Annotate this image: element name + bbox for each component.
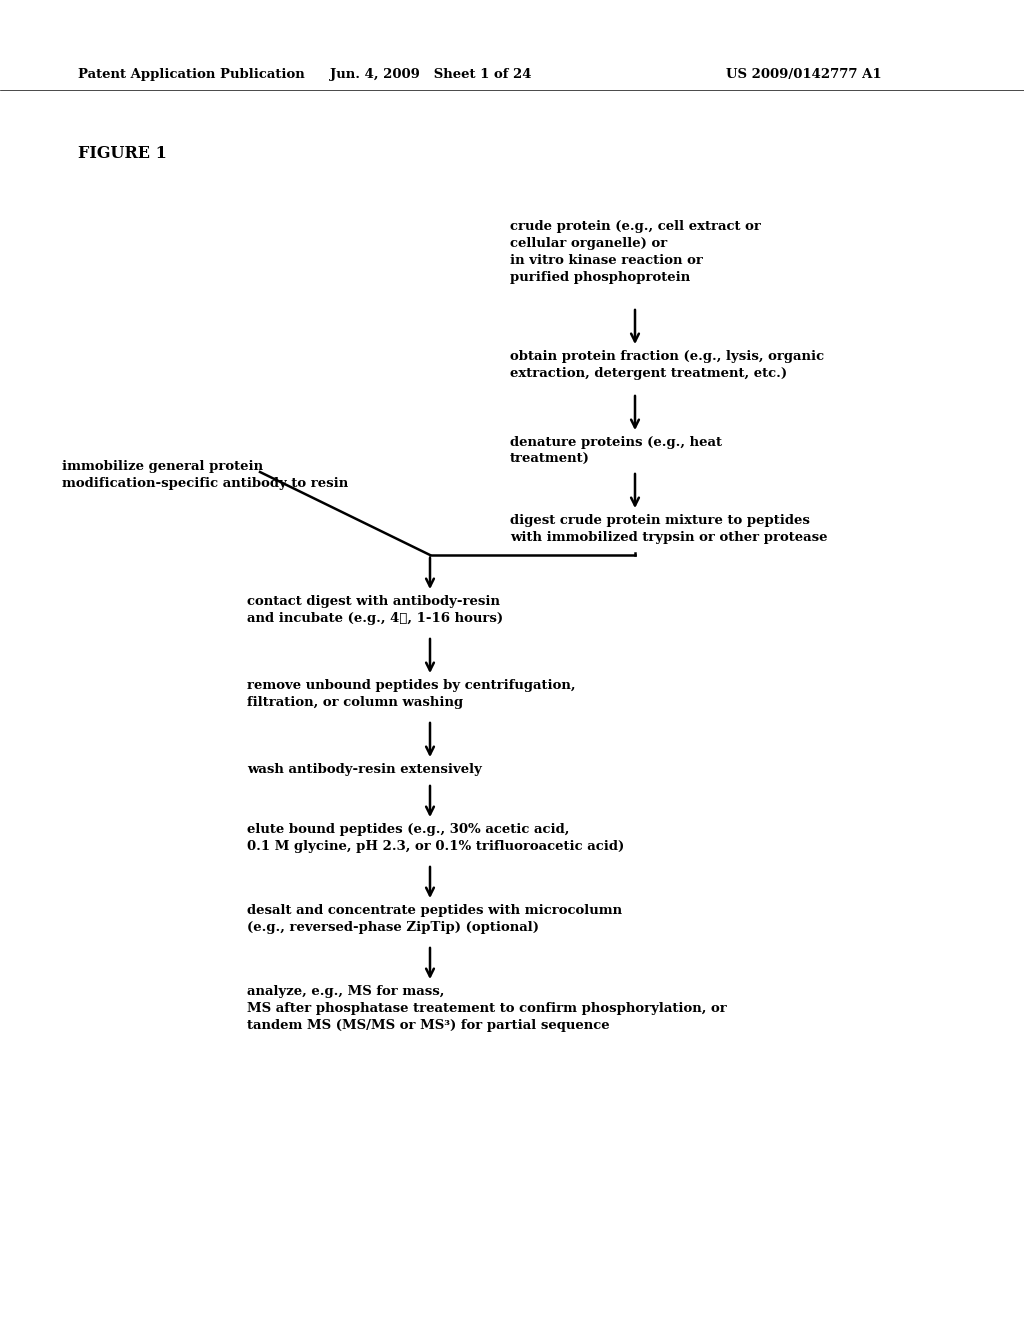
Text: filtration, or column washing: filtration, or column washing (247, 696, 463, 709)
Text: (e.g., reversed-phase ZipTip) (optional): (e.g., reversed-phase ZipTip) (optional) (247, 921, 539, 935)
Text: tandem MS (MS/MS or MS³) for partial sequence: tandem MS (MS/MS or MS³) for partial seq… (247, 1019, 609, 1032)
Text: contact digest with antibody-resin: contact digest with antibody-resin (247, 595, 500, 609)
Text: Patent Application Publication: Patent Application Publication (78, 69, 305, 81)
Text: remove unbound peptides by centrifugation,: remove unbound peptides by centrifugatio… (247, 678, 575, 692)
Text: obtain protein fraction (e.g., lysis, organic: obtain protein fraction (e.g., lysis, or… (510, 350, 824, 363)
Text: cellular organelle) or: cellular organelle) or (510, 238, 668, 249)
Text: digest crude protein mixture to peptides: digest crude protein mixture to peptides (510, 513, 810, 527)
Text: immobilize general protein: immobilize general protein (62, 459, 263, 473)
Text: FIGURE 1: FIGURE 1 (78, 145, 167, 162)
Text: crude protein (e.g., cell extract or: crude protein (e.g., cell extract or (510, 220, 761, 234)
Text: analyze, e.g., MS for mass,: analyze, e.g., MS for mass, (247, 985, 444, 998)
Text: extraction, detergent treatment, etc.): extraction, detergent treatment, etc.) (510, 367, 787, 380)
Text: Jun. 4, 2009   Sheet 1 of 24: Jun. 4, 2009 Sheet 1 of 24 (330, 69, 531, 81)
Text: 0.1 M glycine, pH 2.3, or 0.1% trifluoroacetic acid): 0.1 M glycine, pH 2.3, or 0.1% trifluoro… (247, 840, 625, 853)
Text: wash antibody-resin extensively: wash antibody-resin extensively (247, 763, 482, 776)
Text: treatment): treatment) (510, 453, 590, 466)
Text: and incubate (e.g., 4ℓ, 1-16 hours): and incubate (e.g., 4ℓ, 1-16 hours) (247, 612, 503, 624)
Text: elute bound peptides (e.g., 30% acetic acid,: elute bound peptides (e.g., 30% acetic a… (247, 822, 569, 836)
Text: US 2009/0142777 A1: US 2009/0142777 A1 (726, 69, 882, 81)
Text: purified phosphoprotein: purified phosphoprotein (510, 271, 690, 284)
Text: modification-specific antibody to resin: modification-specific antibody to resin (62, 477, 348, 490)
Text: desalt and concentrate peptides with microcolumn: desalt and concentrate peptides with mic… (247, 904, 623, 917)
Text: in vitro kinase reaction or: in vitro kinase reaction or (510, 253, 702, 267)
Text: denature proteins (e.g., heat: denature proteins (e.g., heat (510, 436, 722, 449)
Text: with immobilized trypsin or other protease: with immobilized trypsin or other protea… (510, 531, 827, 544)
Text: MS after phosphatase treatement to confirm phosphorylation, or: MS after phosphatase treatement to confi… (247, 1002, 727, 1015)
